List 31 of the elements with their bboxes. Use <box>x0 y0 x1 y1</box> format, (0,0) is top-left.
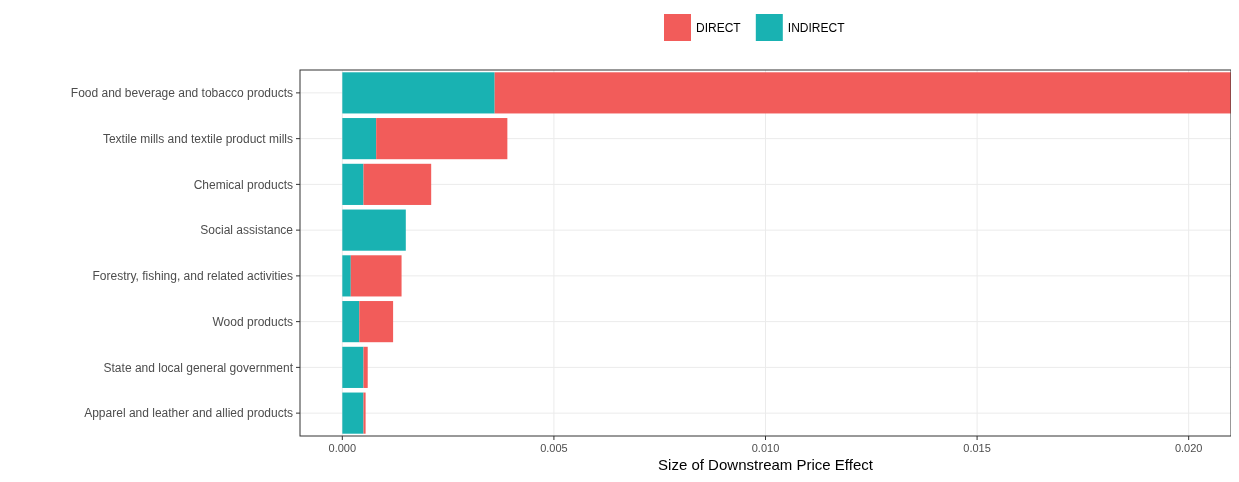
x-tick-label: 0.000 <box>328 442 357 454</box>
y-tick-label: Apparel and leather and allied products <box>84 406 293 421</box>
bar <box>342 301 360 343</box>
y-tick-label: Food and beverage and tobacco products <box>70 86 293 101</box>
x-axis-title: Size of Downstream Price Effect <box>658 456 874 473</box>
y-tick-label: Wood products <box>212 314 293 329</box>
bar <box>376 118 508 160</box>
x-tick-label: 0.015 <box>963 442 991 454</box>
bar <box>363 392 366 434</box>
x-tick-label: 0.005 <box>540 442 568 454</box>
bar <box>342 163 364 205</box>
bar <box>342 209 406 251</box>
x-tick-label: 0.010 <box>751 442 780 454</box>
bar <box>363 163 432 205</box>
bar <box>494 72 1231 114</box>
bar <box>342 118 377 160</box>
x-tick-label: 0.020 <box>1174 442 1203 454</box>
bar <box>342 392 364 434</box>
legend-label: INDIRECT <box>787 21 846 36</box>
bar <box>359 301 394 343</box>
bar <box>363 346 368 388</box>
bar <box>342 346 364 388</box>
y-tick-label: Textile mills and textile product mills <box>102 131 293 146</box>
legend-label: DIRECT <box>696 21 742 36</box>
bar <box>342 72 495 114</box>
bar <box>350 255 402 297</box>
y-tick-label: Chemical products <box>193 177 293 192</box>
y-tick-label: State and local general government <box>103 360 294 375</box>
y-tick-label: Forestry, fishing, and related activities <box>92 269 293 284</box>
y-tick-label: Social assistance <box>200 223 294 238</box>
bar <box>342 255 351 297</box>
